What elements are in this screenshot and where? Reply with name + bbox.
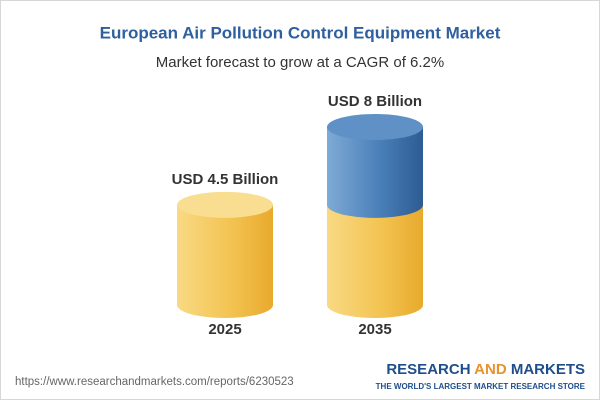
- cylinder-top: [327, 114, 423, 140]
- chart-title: European Air Pollution Control Equipment…: [100, 23, 501, 42]
- chart-subtitle: Market forecast to grow at a CAGR of 6.2…: [156, 54, 444, 71]
- cylinder-body: [177, 204, 273, 318]
- tagline: THE WORLD'S LARGEST MARKET RESEARCH STOR…: [376, 382, 586, 391]
- source-url: https://www.researchandmarkets.com/repor…: [15, 376, 294, 388]
- cylinder-body: [327, 204, 423, 318]
- brand: RESEARCH AND MARKETS: [386, 361, 585, 378]
- cylinder-body: [327, 127, 423, 218]
- brand-word: AND: [474, 361, 507, 378]
- brand-word: MARKETS: [511, 361, 585, 378]
- cylinder: [327, 114, 423, 318]
- value-label: USD 4.5 Billion: [172, 171, 279, 188]
- brand-word: RESEARCH: [386, 361, 470, 378]
- x-tick-label: 2035: [358, 321, 391, 338]
- cylinder-top: [177, 191, 273, 218]
- x-tick-label: 2025: [208, 321, 241, 338]
- value-label: USD 8 Billion: [328, 93, 422, 110]
- cylinder: [177, 191, 273, 318]
